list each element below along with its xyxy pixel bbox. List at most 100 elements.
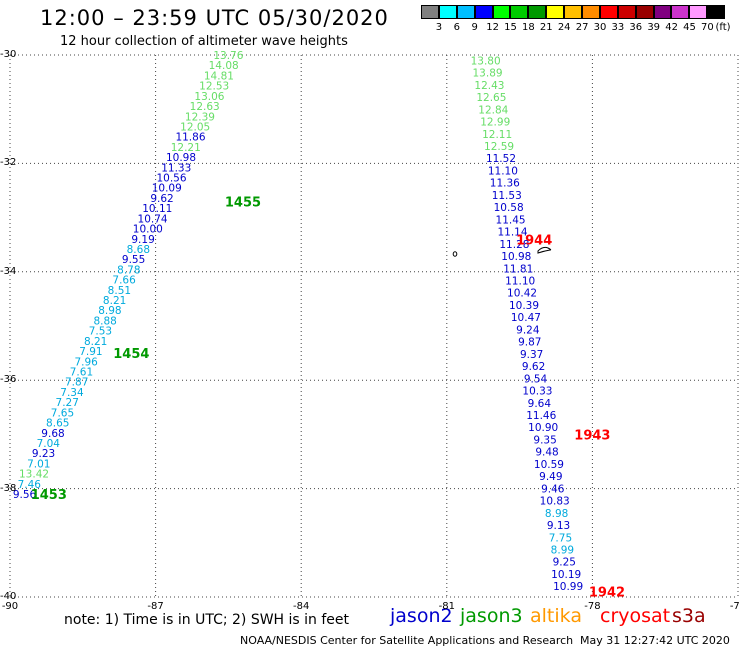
swh-value: 11.10: [505, 275, 535, 287]
x-tick-label: -87: [147, 601, 164, 612]
swh-value: 12.59: [484, 141, 514, 153]
swh-value: 7.75: [549, 532, 572, 544]
swh-value: 8.68: [127, 244, 150, 256]
swh-value: 11.45: [496, 214, 526, 226]
x-tick-label: -78: [584, 601, 601, 612]
legend-swatch: [635, 5, 654, 19]
swh-value: 10.74: [138, 213, 168, 225]
swh-value: 7.01: [27, 458, 50, 470]
y-tick-label: -34: [0, 265, 17, 277]
swh-value: 11.10: [488, 165, 518, 177]
legend-unit: (ft): [715, 22, 731, 33]
time-label: 1453: [31, 488, 67, 503]
y-tick-label: -40: [0, 591, 17, 602]
legend-swatch: [528, 5, 547, 19]
legend-label: 30: [593, 22, 607, 33]
satellite-label-jason2: jason2: [390, 605, 453, 627]
island-shape: [537, 246, 552, 254]
swh-value: 10.39: [509, 300, 539, 312]
footer-note: note: 1) Time is in UTC; 2) SWH is in fe…: [64, 612, 350, 628]
legend-label: 33: [611, 22, 625, 33]
island-shape: [452, 251, 458, 257]
swh-value: 8.21: [84, 336, 107, 348]
x-tick-label: -90: [1, 601, 19, 612]
legend-label: 36: [629, 22, 643, 33]
y-tick-label: -36: [0, 374, 17, 386]
swh-value: 10.90: [528, 422, 558, 434]
legend-label: 15: [504, 22, 517, 33]
satellite-label-cryosat: cryosat: [600, 605, 671, 627]
swh-value: 11.86: [175, 132, 205, 144]
swh-value: 10.98: [166, 152, 196, 164]
swh-value: 14.08: [209, 60, 239, 72]
legend-label: 18: [522, 22, 535, 33]
legend-swatch: [492, 5, 511, 19]
legend-swatch: [707, 5, 726, 19]
legend-label: 70: [701, 22, 714, 33]
swh-value: 12.21: [171, 142, 201, 154]
swh-value: 7.27: [56, 397, 79, 409]
legend-swatch: [546, 5, 565, 19]
swh-value: 7.46: [18, 479, 42, 491]
legend-label: 45: [683, 22, 696, 33]
swh-value: 13.89: [473, 68, 503, 80]
swh-value: 11.46: [526, 410, 556, 422]
time-label: 1454: [113, 347, 149, 362]
swh-value: 8.65: [46, 418, 69, 430]
satellite-label-altika: altika: [530, 605, 582, 627]
legend-swatch: [510, 5, 529, 19]
swh-value: 9.62: [522, 361, 545, 373]
swh-value: 11.14: [497, 227, 527, 239]
page-subtitle: 12 hour collection of altimeter wave hei…: [60, 34, 348, 49]
swh-value: 10.99: [553, 581, 583, 593]
swh-value: 10.42: [507, 288, 537, 300]
swh-value: 10.09: [152, 183, 182, 195]
swh-value: 9.23: [32, 448, 55, 460]
swh-value: 10.58: [494, 202, 524, 214]
swh-value: 12.84: [478, 104, 508, 116]
legend-label: 12: [486, 22, 499, 33]
swh-value: 9.87: [518, 337, 541, 349]
swh-value: 9.68: [41, 428, 64, 440]
swh-value: 9.64: [528, 398, 552, 410]
swh-value: 10.56: [156, 173, 186, 185]
swh-value: 14.81: [204, 70, 234, 82]
legend-label: 6: [453, 22, 460, 33]
swh-value: 10.00: [133, 224, 163, 236]
legend-swatch: [689, 5, 708, 19]
legend-swatch: [456, 5, 475, 19]
swh-value: 10.33: [522, 386, 552, 398]
swh-value: 10.19: [551, 569, 581, 581]
swh-value: 8.98: [98, 305, 121, 317]
time-label: 1944: [516, 233, 552, 248]
swh-value: 9.55: [122, 254, 145, 266]
credit-text: NOAA/NESDIS Center for Satellite Applica…: [240, 634, 574, 647]
legend-label: 27: [575, 22, 589, 33]
legend-swatch: [438, 5, 457, 19]
swh-value: 9.19: [131, 234, 154, 246]
swh-value: 9.56: [13, 489, 37, 501]
color-legend: [421, 5, 726, 20]
legend-swatch: [474, 5, 493, 19]
swh-value: 9.54: [524, 373, 548, 385]
swh-value: 10.47: [511, 312, 541, 324]
legend-swatch: [617, 5, 636, 19]
swh-value: 9.37: [520, 349, 543, 361]
swh-value: 13.06: [194, 91, 224, 103]
swh-value: 13.80: [471, 55, 501, 67]
legend-swatch: [599, 5, 618, 19]
timestamp-text: May 31 12:27:42 UTC 2020: [580, 634, 730, 647]
swh-value: 11.28: [499, 239, 529, 251]
swh-value: 10.11: [142, 203, 172, 215]
swh-value: 9.25: [553, 557, 576, 569]
swh-value: 12.65: [476, 92, 506, 104]
y-tick-label: -30: [0, 49, 17, 60]
swh-value: 13.76: [213, 50, 243, 62]
legend-label: 3: [435, 22, 443, 33]
legend-label: 42: [665, 22, 678, 33]
time-label: 1942: [589, 586, 625, 601]
color-legend-labels: 3 6 9 12 15 18 21 24 27 30 33 36 39 42 45 70 (ft): [421, 22, 740, 34]
swh-value: 11.36: [490, 178, 520, 190]
